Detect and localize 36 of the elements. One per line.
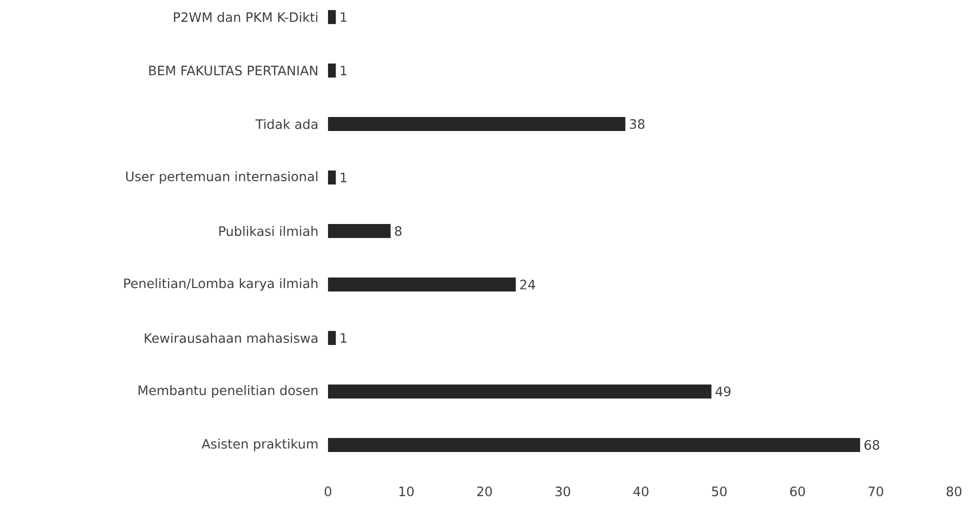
y-tick-label: Penelitian/Lomba karya ilmiah [124,278,318,291]
y-tick-label: Asisten praktikum [202,438,318,452]
bar [328,224,391,238]
bar [328,384,712,398]
data-label: 24 [520,280,536,290]
x-tick-label: 80 [946,486,962,496]
bar [328,10,336,24]
x-tick-label: 30 [556,486,570,496]
bar [328,64,336,78]
y-tick-label: BEM FAKULTAS PERTANIAN [149,66,318,76]
x-tick-label: 60 [790,486,805,496]
x-tick-label: 40 [633,486,648,496]
x-tick-label: 50 [712,486,727,496]
x-tick-label: 20 [477,486,492,496]
data-label: 1 [340,333,346,343]
data-label: 68 [864,440,880,450]
data-label: 1 [340,172,346,182]
bar [328,330,336,345]
x-tick-label: 0 [324,486,332,496]
data-label: 38 [630,119,644,129]
y-tick-label: User pertemuan internasional [126,171,318,184]
data-label: 8 [395,226,402,236]
x-tick-label: 10 [399,486,414,496]
bar [328,438,860,452]
y-tick-label: Kewirausahaan mahasiswa [144,332,318,343]
y-tick-label: Tidak ada [255,119,318,130]
data-label: 1 [340,12,346,22]
y-tick-label: Membantu penelitian dosen [138,385,318,398]
y-tick-label: Publikasi ilmiah [219,226,318,236]
bar [328,170,336,185]
bar [328,117,626,132]
data-label: 1 [340,66,346,76]
bar [328,277,516,292]
data-label: 49 [716,386,731,396]
x-tick-label: 70 [868,486,884,496]
y-tick-label: P2WM dan PKM K-Dikti [174,12,318,22]
